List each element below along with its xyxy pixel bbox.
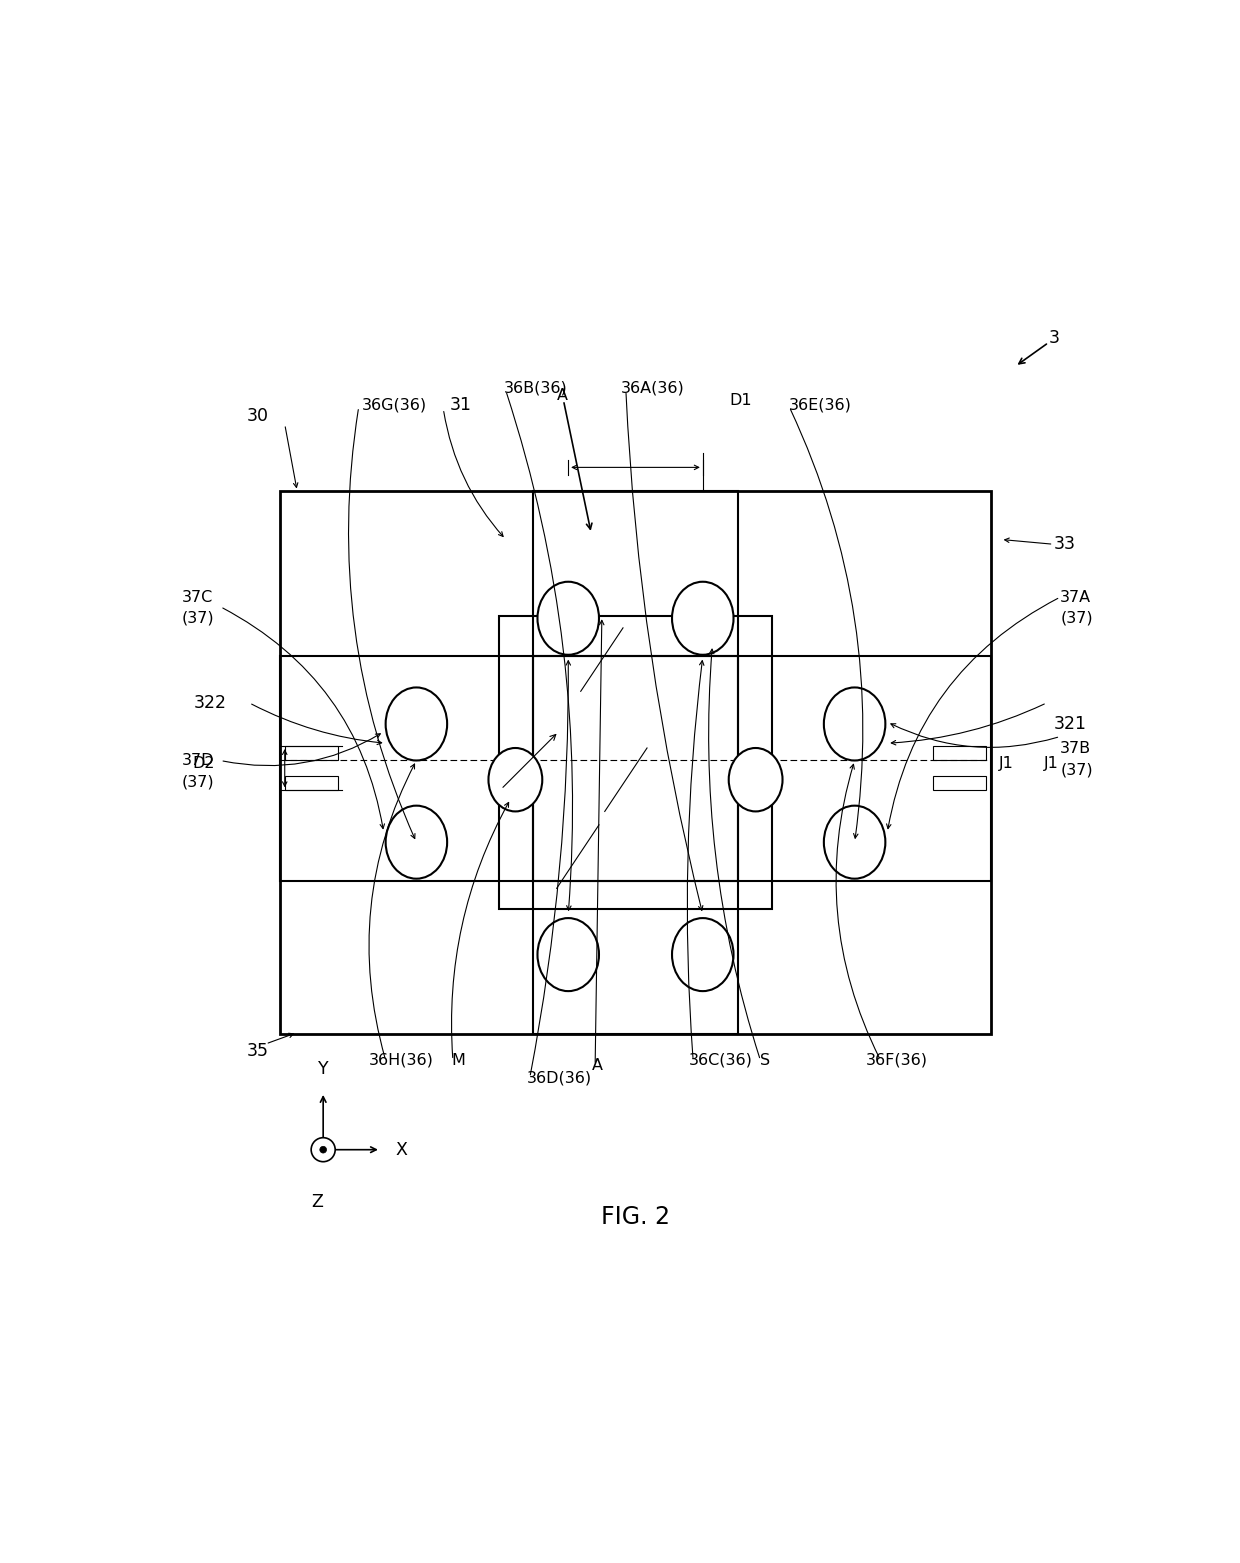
Text: J1: J1 — [998, 756, 1013, 771]
Text: S: S — [760, 1053, 770, 1068]
Text: 37A: 37A — [1060, 589, 1091, 605]
Ellipse shape — [823, 688, 885, 761]
Text: 37D: 37D — [182, 753, 215, 767]
Text: 36E(36): 36E(36) — [789, 397, 852, 413]
Text: 322: 322 — [193, 694, 227, 711]
Text: Z: Z — [311, 1193, 324, 1211]
Text: FIG. 2: FIG. 2 — [601, 1205, 670, 1229]
Ellipse shape — [320, 1146, 326, 1153]
Text: X: X — [396, 1141, 407, 1158]
Text: Y: Y — [317, 1060, 329, 1077]
Text: J1: J1 — [1044, 756, 1058, 771]
Text: 36D(36): 36D(36) — [527, 1071, 591, 1085]
Ellipse shape — [672, 581, 734, 655]
Ellipse shape — [386, 688, 448, 761]
Text: 37B: 37B — [1060, 741, 1091, 756]
Text: (37): (37) — [1060, 763, 1092, 778]
Text: A: A — [593, 1058, 603, 1072]
Text: 37C: 37C — [182, 589, 213, 605]
Text: (37): (37) — [1060, 611, 1092, 625]
Ellipse shape — [729, 749, 782, 811]
Text: 35: 35 — [247, 1041, 268, 1060]
Ellipse shape — [672, 917, 734, 991]
Text: 3: 3 — [1049, 328, 1060, 347]
Text: 30: 30 — [247, 408, 268, 425]
Text: 36F(36): 36F(36) — [866, 1053, 928, 1068]
Text: A: A — [557, 388, 568, 403]
Text: 36C(36): 36C(36) — [688, 1053, 753, 1068]
Text: 33: 33 — [1054, 535, 1075, 553]
Text: D2: D2 — [192, 756, 215, 771]
Text: 36H(36): 36H(36) — [368, 1053, 433, 1068]
Text: (37): (37) — [182, 611, 215, 625]
Ellipse shape — [386, 805, 448, 878]
Ellipse shape — [537, 917, 599, 991]
Text: D1: D1 — [729, 392, 753, 408]
Text: 36B(36): 36B(36) — [503, 380, 568, 395]
Text: 321: 321 — [1054, 714, 1086, 733]
Ellipse shape — [311, 1138, 335, 1161]
Ellipse shape — [489, 749, 542, 811]
Text: 36G(36): 36G(36) — [362, 397, 427, 413]
Text: (37): (37) — [182, 774, 215, 789]
Ellipse shape — [537, 581, 599, 655]
Text: 36A(36): 36A(36) — [621, 380, 684, 395]
Text: 31: 31 — [450, 395, 472, 414]
Text: M: M — [451, 1053, 465, 1068]
Ellipse shape — [823, 805, 885, 878]
